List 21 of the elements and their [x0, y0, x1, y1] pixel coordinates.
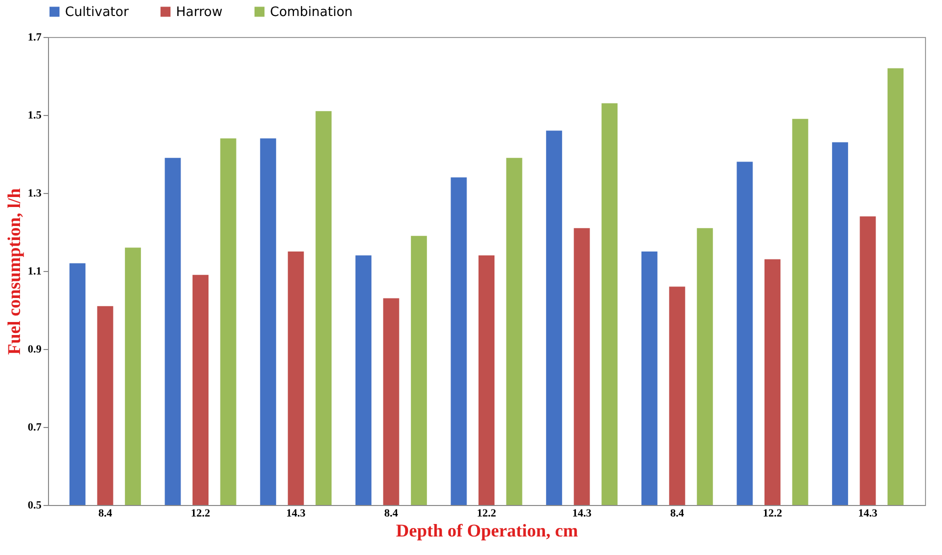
x-tick-label: 14.3	[858, 508, 878, 520]
y-tick-label: 0.5	[28, 500, 42, 512]
x-tick-label: 14.3	[286, 508, 306, 520]
y-tick-label: 1.3	[28, 188, 42, 200]
x-tick-label: 12.2	[476, 508, 497, 520]
x-tick-label: 8.4	[384, 508, 399, 520]
x-axis-title: Depth of Operation, cm	[396, 520, 578, 540]
legend-label: Cultivator	[65, 4, 130, 20]
y-tick-label: 1.5	[28, 110, 42, 122]
x-tick-label: 12.2	[190, 508, 211, 520]
y-tick-label: 1.7	[28, 32, 42, 44]
y-tick-label: 1.1	[28, 266, 42, 278]
x-tick-label: 14.3	[572, 508, 592, 520]
y-tick-label: 0.7	[28, 422, 42, 434]
x-tick-label: 8.4	[670, 508, 685, 520]
y-axis-title: Fuel consumption, l/h	[4, 188, 24, 355]
x-tick-label: 8.4	[98, 508, 113, 520]
x-tick-label: 12.2	[762, 508, 783, 520]
legend-label: Combination	[270, 4, 353, 20]
legend-label: Harrow	[176, 4, 223, 20]
y-tick-label: 0.9	[28, 344, 42, 356]
